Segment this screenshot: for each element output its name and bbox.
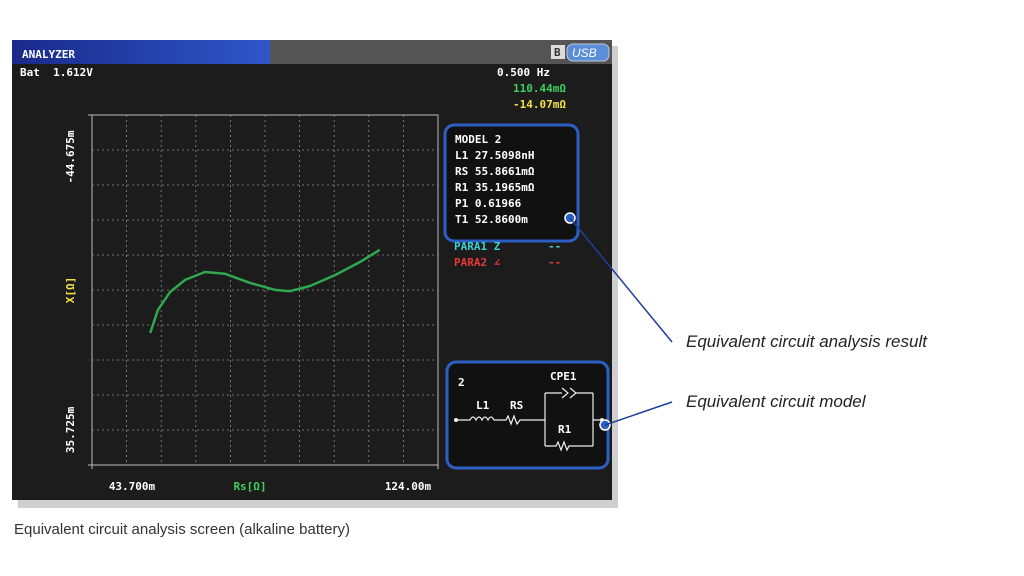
model-label: MODEL 2 [455,133,501,146]
circuit-box [445,360,610,470]
b-icon [551,45,565,59]
battery: Bat 1.612V [20,66,93,79]
result-line: R1 35.1965mΩ [455,181,535,194]
result-line: RS 55.8661mΩ [455,165,535,178]
result-line: T1 52.8600m [455,213,528,226]
usb-badge [566,43,610,62]
cpe-label: CPE1 [550,370,577,383]
rs-value: 110.44mΩ [513,82,566,95]
screen-title: ANALYZER [22,48,75,61]
para2-value: -- [548,256,561,269]
grid [92,115,438,465]
rs-label: RS [510,399,523,412]
caption: Equivalent circuit analysis screen (alka… [14,521,350,538]
circuit-number: 2 [458,376,465,389]
y-tick-label: 35.725m [64,406,77,453]
annotation-model: Equivalent circuit model [686,392,867,411]
para1-name: PARA1 Z [454,240,501,253]
para2-name: PARA2 ∠ [454,256,501,269]
para1-value: -- [548,240,561,253]
frequency: 0.500 Hz [497,66,550,79]
b-label: B [554,46,561,59]
x-tick-label: 43.700m [109,480,156,493]
curve [149,248,381,334]
usb-label: USB [572,46,597,60]
x-value: -14.07mΩ [513,98,566,111]
x-axis-label: Rs[Ω] [233,480,266,493]
annotation-result: Equivalent circuit analysis result [686,332,928,351]
result-box [443,123,580,243]
y-axis-label: X[Ω] [64,277,77,304]
result-line: P1 0.61966 [455,197,522,210]
r1-label: R1 [558,423,572,436]
callouts [564,212,673,431]
x-tick-label: 124.00m [385,480,432,493]
title-bar [12,40,270,64]
result-lines: L1 27.5098nH RS 55.8661mΩ R1 35.1965mΩ P1 0… [455,149,535,226]
result-line: L1 27.5098nH [455,149,534,162]
y-tick-label: -44.675m [64,130,77,183]
l1-label: L1 [476,399,490,412]
